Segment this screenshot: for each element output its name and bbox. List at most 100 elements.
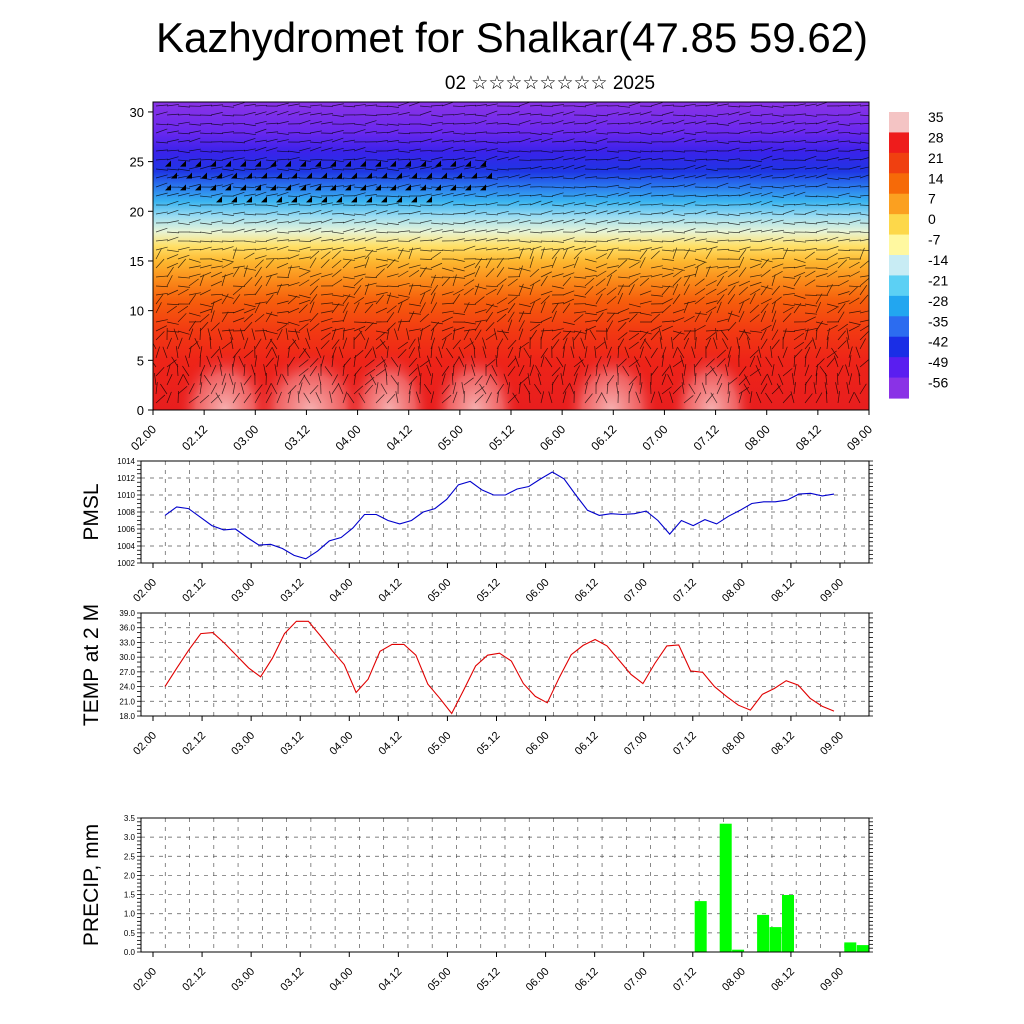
wind-flag [450, 184, 456, 191]
wind-barb [771, 274, 776, 287]
wind-barb [848, 355, 852, 368]
wind-barb [518, 228, 531, 233]
wind-barb [628, 313, 638, 323]
wind-barb [166, 139, 179, 143]
wind-barb [837, 257, 850, 260]
wind-barb [375, 382, 379, 395]
x-tick-label: 07.12 [671, 966, 699, 994]
warm-cell [563, 350, 660, 410]
wind-barb [826, 186, 839, 189]
wind-barb [650, 265, 663, 269]
wind-barb [815, 139, 828, 143]
wind-barb [683, 138, 696, 143]
wind-barb [573, 131, 586, 134]
wind-barb [309, 278, 320, 287]
wind-barb [727, 222, 740, 226]
wind-flag [381, 196, 387, 203]
wind-barb [315, 346, 322, 359]
wind-barb [474, 211, 487, 215]
wind-barb [276, 283, 282, 296]
colorbar-label: -42 [928, 334, 948, 350]
wind-barb [419, 131, 432, 134]
wind-barb [736, 337, 740, 350]
wind-barb [166, 249, 179, 253]
wind-barb [320, 218, 333, 224]
wind-barb [848, 141, 861, 144]
wind-barb [804, 316, 816, 323]
wind-barb [659, 337, 663, 350]
x-tick-label: 08.12 [769, 966, 797, 994]
wind-barb [848, 346, 853, 359]
wind-barb [397, 282, 410, 287]
wind-barb [782, 247, 789, 260]
wind-barb [177, 201, 190, 206]
wind-barb [320, 293, 333, 296]
wind-barb [441, 365, 450, 377]
wind-barb [408, 270, 420, 278]
wind-barb [298, 212, 311, 215]
wind-barb [661, 258, 674, 261]
wind-barb [265, 246, 278, 251]
wind-barb [188, 204, 201, 207]
wind-barb [331, 231, 344, 235]
wind-flag [345, 184, 351, 191]
wind-barb [529, 355, 532, 368]
wind-barb [463, 328, 476, 332]
wind-barb [694, 324, 706, 332]
wind-barb [551, 302, 559, 314]
wind-barb [243, 267, 256, 271]
wind-barb [342, 184, 355, 188]
wind-barb [309, 323, 320, 332]
wind-barb [562, 298, 575, 305]
wind-barb [628, 121, 641, 125]
precip-bar [769, 927, 782, 952]
wind-barb [749, 210, 762, 215]
wind-barb [683, 364, 687, 377]
y-tick-label: 30 [130, 105, 144, 120]
colorbar-swatch [889, 214, 909, 236]
wind-barb [303, 392, 311, 404]
wind-barb [182, 365, 190, 377]
wind-barb [342, 105, 355, 108]
wind-barb [562, 290, 575, 296]
wind-barb [518, 364, 525, 377]
wind-barb [782, 285, 795, 290]
wind-barb [452, 312, 465, 315]
wind-barb [738, 267, 747, 278]
wind-barb [804, 122, 817, 125]
wind-barb [287, 239, 300, 242]
wind-barb [837, 222, 850, 225]
wind-barb [595, 373, 601, 386]
wind-barb [331, 320, 344, 323]
wind-barb [573, 165, 586, 170]
wind-barb [419, 258, 433, 260]
wind-barb [474, 309, 487, 314]
wind-barb [551, 186, 564, 189]
wind-barb [452, 238, 465, 242]
x-tick-label: 06.00 [524, 966, 552, 994]
wind-barb [276, 213, 289, 216]
wind-barb [199, 313, 210, 323]
wind-barb [243, 364, 246, 377]
wind-barb [595, 195, 608, 198]
wind-barb [804, 149, 817, 152]
wind-barb [358, 329, 366, 341]
wind-barb [305, 337, 311, 350]
wind-barb [309, 236, 322, 242]
wind-barb [738, 386, 750, 395]
wind-barb [166, 303, 179, 306]
wind-barb [474, 166, 487, 170]
wind-barb [804, 185, 817, 188]
wind-barb [380, 383, 388, 395]
wind-barb [199, 321, 209, 332]
wind-flag [396, 172, 402, 179]
wind-barb [364, 209, 377, 215]
wind-barb [760, 165, 773, 170]
wind-barb [529, 138, 542, 143]
wind-barb [507, 247, 520, 251]
wind-barb [584, 119, 597, 125]
wind-flag [255, 184, 261, 191]
wind-barb [782, 303, 795, 307]
x-tick-label: 04.00 [327, 730, 355, 758]
wind-barb [661, 355, 665, 368]
